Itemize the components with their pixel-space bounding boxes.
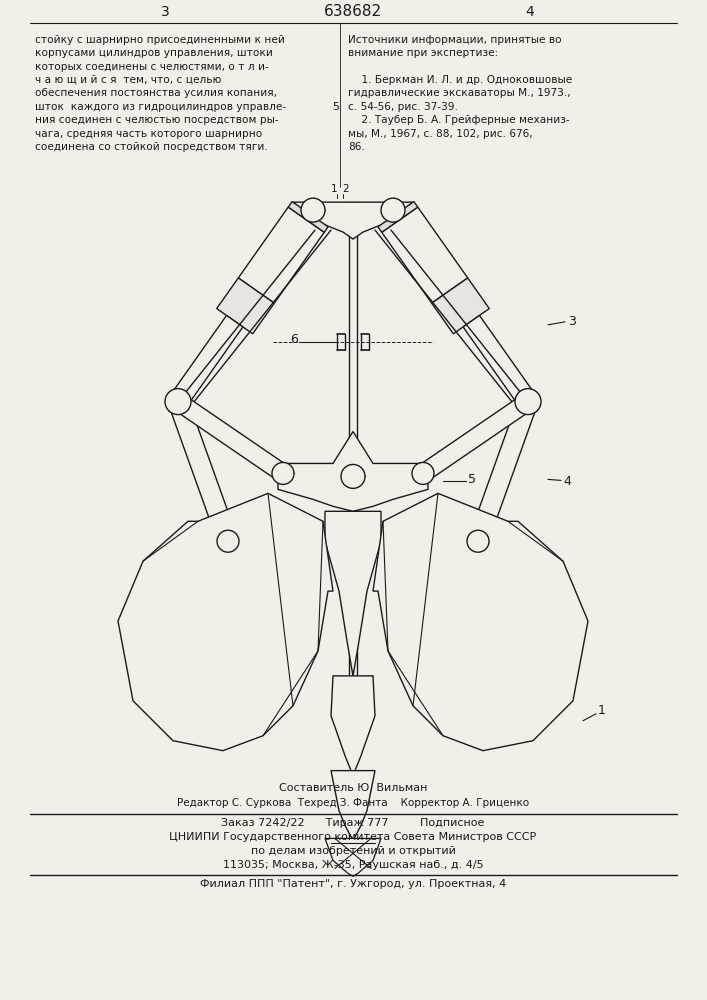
Text: по делам изобретений и открытий: по делам изобретений и открытий [250,846,455,856]
Text: 4: 4 [525,5,534,19]
Text: ЦНИИПИ Государственного комитета Совета Министров СССР: ЦНИИПИ Государственного комитета Совета … [170,832,537,842]
Text: чага, средняя часть которого шарнирно: чага, средняя часть которого шарнирно [35,129,262,139]
Polygon shape [293,202,413,239]
Circle shape [412,462,434,484]
Polygon shape [168,398,238,545]
Text: 3: 3 [160,5,170,19]
Polygon shape [378,202,418,232]
Polygon shape [217,278,274,334]
Text: 86.: 86. [348,142,365,152]
Polygon shape [469,398,537,545]
Polygon shape [118,493,333,751]
Text: Составитель Ю. Вильман: Составитель Ю. Вильман [279,783,427,793]
Text: Заказ 7242/22      Тираж 777         Подписное: Заказ 7242/22 Тираж 777 Подписное [221,818,485,828]
Text: 6: 6 [290,333,298,346]
Text: 3: 3 [568,315,576,328]
Text: которых соединены с челюстями, о т л и-: которых соединены с челюстями, о т л и- [35,62,269,72]
Polygon shape [331,771,375,840]
Text: Редактор С. Суркова  Техред З. Фанта    Корректор А. Гриценко: Редактор С. Суркова Техред З. Фанта Корр… [177,798,529,808]
Circle shape [341,464,365,488]
Text: шток  каждого из гидроцилиндров управле-: шток каждого из гидроцилиндров управле- [35,102,286,112]
Polygon shape [463,315,536,407]
Polygon shape [238,207,325,303]
Text: 1: 1 [598,704,606,717]
Text: 5: 5 [332,102,339,112]
Polygon shape [382,207,468,303]
Text: мы, М., 1967, с. 88, 102, рис. 676,: мы, М., 1967, с. 88, 102, рис. 676, [348,129,532,139]
Polygon shape [288,202,328,232]
Polygon shape [278,432,428,511]
Text: гидравлические экскаваторы М., 1973.,: гидравлические экскаваторы М., 1973., [348,88,571,98]
Text: 5: 5 [468,473,476,486]
Polygon shape [331,676,375,776]
Circle shape [467,530,489,552]
Polygon shape [325,838,381,876]
Text: ч а ю щ и й с я  тем, что, с целью: ч а ю щ и й с я тем, что, с целью [35,75,221,85]
Text: 1: 1 [331,184,337,194]
Text: Филиал ППП "Патент", г. Ужгород, ул. Проектная, 4: Филиал ППП "Патент", г. Ужгород, ул. Про… [200,879,506,889]
Text: 638682: 638682 [324,4,382,19]
Text: соединена со стойкой посредством тяги.: соединена со стойкой посредством тяги. [35,142,268,152]
Circle shape [272,462,294,484]
Text: корпусами цилиндров управления, штоки: корпусами цилиндров управления, штоки [35,48,273,58]
Circle shape [381,198,405,222]
Polygon shape [418,394,533,481]
Polygon shape [173,394,288,481]
Text: стойку с шарнирно присоединенными к ней: стойку с шарнирно присоединенными к ней [35,35,285,45]
Text: внимание при экспертизе:: внимание при экспертизе: [348,48,498,58]
Polygon shape [170,315,243,407]
Polygon shape [373,493,588,751]
Text: с. 54-56, рис. 37-39.: с. 54-56, рис. 37-39. [348,102,458,112]
Text: 4: 4 [563,475,571,488]
Text: 113035; Москва, Ж-35, Раушская наб., д. 4/5: 113035; Москва, Ж-35, Раушская наб., д. … [223,860,484,870]
Text: обеспечения постоянства усилия копания,: обеспечения постоянства усилия копания, [35,88,277,98]
Text: 1. Беркман И. Л. и др. Одноковшовые: 1. Беркман И. Л. и др. Одноковшовые [348,75,572,85]
Circle shape [217,530,239,552]
Polygon shape [325,511,381,676]
Text: 2: 2 [343,184,349,194]
Circle shape [515,389,541,415]
Text: 2. Таубер Б. А. Грейферные механиз-: 2. Таубер Б. А. Грейферные механиз- [348,115,570,125]
Text: ния соединен с челюстью посредством ры-: ния соединен с челюстью посредством ры- [35,115,279,125]
Polygon shape [432,278,489,334]
Circle shape [301,198,325,222]
Text: Источники информации, принятые во: Источники информации, принятые во [348,35,561,45]
Circle shape [165,389,191,415]
